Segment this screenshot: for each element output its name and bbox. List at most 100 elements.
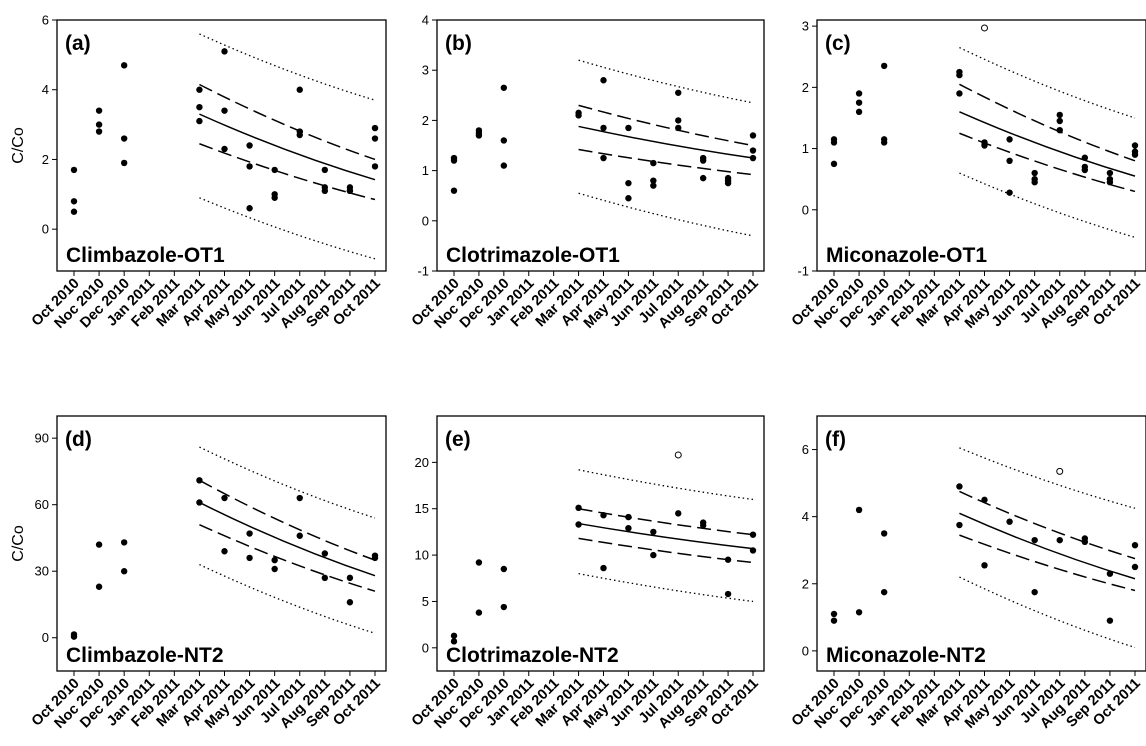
panel-a-point: [196, 117, 203, 125]
panel-b-point: [650, 177, 657, 184]
panel-d-ytick-label: 0: [42, 630, 49, 645]
panel-a-point: [120, 135, 128, 142]
panel-b-letter: (b): [445, 32, 472, 55]
panel-c-regression-line: [959, 111, 1136, 177]
panel-d-point: [321, 550, 329, 557]
panel-f-ytick-label: 0: [802, 643, 809, 658]
panel-a-point: [70, 166, 78, 174]
panel-b-point: [749, 147, 757, 154]
panel-e-ytick-label: 10: [415, 548, 429, 563]
panel-a-point: [296, 128, 303, 135]
panel-e-point: [500, 603, 508, 611]
panel-b-ytick-label: 2: [422, 113, 429, 128]
panel-e-point: [724, 556, 732, 563]
panel-f-confidence-upper: [959, 490, 1136, 560]
panel-d-point: [70, 631, 78, 638]
panel-a-point: [120, 62, 128, 69]
panel-b-ytick-label: 1: [422, 163, 429, 178]
panel-c-point: [1031, 169, 1038, 177]
panel-b-ytick-label: 0: [422, 213, 429, 228]
panel-a-point: [246, 163, 253, 170]
panel-f-ytick-label: 2: [802, 576, 809, 591]
panel-b-point: [675, 124, 682, 132]
panel-b-point: [500, 137, 508, 144]
panel-e-point: [600, 512, 607, 519]
panel-c-point: [1131, 142, 1139, 149]
panel-e-letter: (e): [445, 428, 471, 451]
panel-d-point: [271, 556, 278, 564]
panel-b-point: [625, 195, 632, 202]
panel-c-point: [1056, 126, 1063, 134]
panel-a-point: [70, 208, 78, 215]
panel-f-point: [880, 530, 888, 537]
panel-b-confidence-lower: [578, 148, 754, 176]
panel-a-ytick-label: 6: [42, 13, 49, 28]
panel-a-ytick-label: 2: [42, 152, 49, 167]
panel-c-point: [1106, 169, 1114, 177]
panel-b-prediction-lower: [578, 192, 754, 237]
panel-a-name: Climbazole-OT1: [66, 244, 225, 267]
panel-d-point: [371, 552, 379, 559]
panel-d-frame: [56, 415, 387, 672]
panel-f-point: [1081, 535, 1089, 542]
panel-a-point: [221, 48, 228, 55]
panel-b-point: [500, 84, 508, 91]
panel-e-point: [749, 547, 757, 554]
panel-b-point: [749, 154, 757, 162]
panel-f-point: [1106, 570, 1114, 577]
panel-d-confidence-lower: [199, 523, 376, 592]
panel-d-point: [246, 530, 253, 537]
panel-d-point: [221, 548, 228, 555]
panel-b-point: [450, 187, 458, 194]
panel-c-point: [1031, 175, 1038, 183]
panel-c-point: [855, 108, 863, 116]
panel-b-point: [600, 124, 607, 132]
panel-e-point: [600, 564, 607, 572]
panel-b-prediction-upper: [578, 59, 754, 104]
panel-a-point: [246, 142, 253, 149]
panel-d-point: [120, 539, 128, 546]
panel-b-point: [500, 162, 508, 169]
panel-f-name: Miconazole-NT2: [826, 644, 986, 667]
panel-c-point: [880, 62, 888, 70]
panel-d-ytick-label: 90: [35, 431, 49, 446]
panel-b-ytick-label: -1: [417, 264, 429, 279]
panel-c-frame: [816, 19, 1146, 272]
panel-a-confidence-lower: [199, 143, 376, 201]
panel-c-point: [1106, 175, 1114, 183]
panel-f-confidence-lower: [959, 534, 1136, 592]
panel-a-point: [371, 135, 379, 142]
panel-a-point: [346, 184, 354, 191]
panel-a-ylabel: C/Co: [10, 127, 27, 164]
panel-e-point: [724, 590, 732, 598]
panel-d-prediction-upper: [199, 446, 376, 519]
panel-e-point: [475, 609, 483, 616]
panel-e-outlier: [674, 451, 682, 459]
panel-a-point: [321, 184, 329, 191]
panel-e-point: [625, 525, 632, 532]
panel-a-point: [271, 166, 278, 174]
panel-c-point: [1081, 154, 1089, 161]
panel-b-point: [475, 127, 483, 134]
panel-c-ytick-label: 2: [802, 80, 809, 95]
panel-b-point: [450, 154, 458, 162]
panel-a-regression-line: [199, 113, 376, 181]
panel-f-point: [1031, 536, 1038, 544]
panel-a-prediction-upper: [199, 33, 376, 101]
panel-b-point: [600, 154, 607, 162]
panel-a-point: [371, 163, 379, 170]
panel-a-point: [221, 145, 228, 153]
panel-c-point: [1056, 117, 1063, 125]
panel-f-point: [1031, 588, 1038, 596]
panel-d-prediction-lower: [199, 563, 376, 634]
panel-b-ytick-label: 3: [422, 63, 429, 78]
panel-f-ytick-label: 4: [802, 509, 809, 524]
panel-d-point: [95, 541, 103, 548]
panel-d-point: [271, 565, 278, 573]
panel-b-point: [650, 182, 657, 189]
panel-d-letter: (d): [65, 428, 92, 451]
panel-a-ytick-label: 4: [42, 82, 49, 97]
